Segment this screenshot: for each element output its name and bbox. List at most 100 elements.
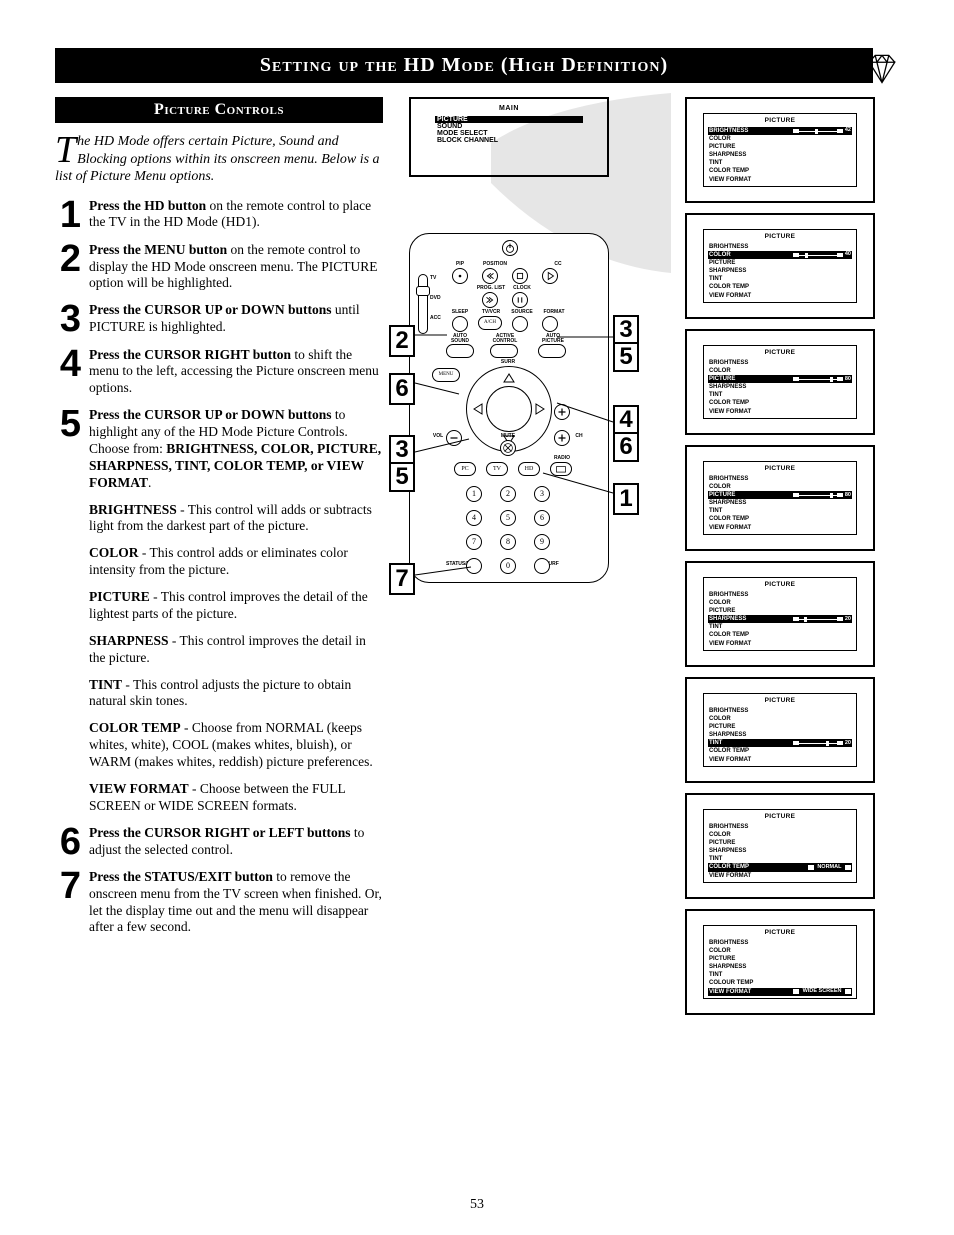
menu-row: BRIGHTNESS <box>708 243 852 251</box>
sleep-button[interactable] <box>452 316 468 332</box>
step-number: 2 <box>55 242 89 293</box>
menu-screen-7: PICTUREBRIGHTNESSCOLORPICTURESHARPNESSTI… <box>685 909 875 1015</box>
callout-6-right: 6 <box>613 432 639 462</box>
vol-down-button[interactable] <box>446 430 462 446</box>
play-button[interactable] <box>542 268 558 284</box>
description-picture: PICTURE - This control improves the deta… <box>89 589 383 623</box>
cursor-up-button[interactable] <box>496 366 522 386</box>
menu-row: TINT20 <box>708 739 852 747</box>
num-9-button[interactable]: 9 <box>534 534 550 550</box>
menu-row: PICTURE <box>708 723 852 731</box>
mute-label: MUTE <box>498 434 518 439</box>
dvd-src-label: DVD <box>430 296 444 301</box>
num-2-button[interactable]: 2 <box>500 486 516 502</box>
callout-3-left: 3 <box>389 435 415 465</box>
menu-row: VIEW FORMAT <box>708 292 852 300</box>
activecontrol-label: ACTIVE CONTROL <box>490 334 520 344</box>
mute-button[interactable] <box>500 440 516 456</box>
autosound-button[interactable] <box>446 344 474 358</box>
pc-button[interactable]: PC <box>454 462 476 476</box>
pip-button[interactable] <box>452 268 468 284</box>
step-7: 7 Press the STATUS/EXIT button to remove… <box>55 869 383 937</box>
step-number: 3 <box>55 302 89 336</box>
menu-screen-title: PICTURE <box>708 929 852 936</box>
pip-label: PIP <box>448 262 472 267</box>
activecontrol-button[interactable] <box>490 344 518 358</box>
radio-button[interactable] <box>550 462 572 476</box>
menu-row: BRIGHTNESS <box>708 475 852 483</box>
section-header: Picture Controls <box>55 97 383 123</box>
ff-button[interactable] <box>482 292 498 308</box>
ch-label: CH <box>572 434 586 439</box>
menu-row: VIEW FORMAT <box>708 640 852 648</box>
menu-row: COLOR <box>708 947 852 955</box>
source-button[interactable] <box>512 316 528 332</box>
step-text: Press the CURSOR UP or DOWN buttons unti… <box>89 302 383 336</box>
num-6-button[interactable]: 6 <box>534 510 550 526</box>
step-text: Press the CURSOR UP or DOWN buttons to h… <box>89 407 383 491</box>
power-button[interactable] <box>502 240 518 256</box>
menu-row: COLOR TEMP <box>708 515 852 523</box>
num-3-button[interactable]: 3 <box>534 486 550 502</box>
step-6: 6 Press the CURSOR RIGHT or LEFT buttons… <box>55 825 383 859</box>
menu-row: SHARPNESS <box>708 731 852 739</box>
callout-1: 1 <box>613 483 639 515</box>
autopicture-button[interactable] <box>538 344 566 358</box>
num-4-button[interactable]: 4 <box>466 510 482 526</box>
menu-screen-6: PICTUREBRIGHTNESSCOLORPICTURESHARPNESSTI… <box>685 793 875 899</box>
remote-control: PIP POSITION CC PROG. LIST CLOCK TV DVD … <box>409 233 609 583</box>
tv-button[interactable]: TV <box>486 462 508 476</box>
clock-label: CLOCK <box>510 286 534 291</box>
sleep-label: SLEEP <box>450 310 470 315</box>
main-menu-box: MAIN PICTURESOUNDMODE SELECTBLOCK CHANNE… <box>409 97 609 177</box>
rewind-button[interactable] <box>482 268 498 284</box>
main-menu-item: MODE SELECT <box>435 130 583 137</box>
cursor-right-button[interactable] <box>532 396 552 422</box>
num-8-button[interactable]: 8 <box>500 534 516 550</box>
status-exit-button[interactable] <box>466 558 482 574</box>
step-3: 3 Press the CURSOR UP or DOWN buttons un… <box>55 302 383 336</box>
num-0-button[interactable]: 0 <box>500 558 516 574</box>
menu-row: PICTURE80 <box>708 491 852 499</box>
callout-5-left: 5 <box>389 462 415 492</box>
stop-button[interactable] <box>512 268 528 284</box>
proglist-label: PROG. LIST <box>476 286 506 291</box>
autopicture-label: AUTO PICTURE <box>538 334 568 344</box>
menu-screen-1: PICTUREBRIGHTNESSCOLOR40PICTURESHARPNESS… <box>685 213 875 319</box>
description-sharpness: SHARPNESS - This control improves the de… <box>89 633 383 667</box>
device-slider[interactable] <box>418 274 428 334</box>
menu-row: TINT <box>708 275 852 283</box>
menu-row: COLOR TEMP <box>708 631 852 639</box>
cursor-left-button[interactable] <box>466 396 486 422</box>
menu-row: VIEW FORMAT <box>708 756 852 764</box>
num-7-button[interactable]: 7 <box>466 534 482 550</box>
surf-button[interactable] <box>534 558 550 574</box>
ch-up-button[interactable] <box>554 430 570 446</box>
hd-button[interactable]: HD <box>518 462 540 476</box>
menu-row: COLOUR TEMP <box>708 979 852 987</box>
num-5-button[interactable]: 5 <box>500 510 516 526</box>
num-1-button[interactable]: 1 <box>466 486 482 502</box>
pause-button[interactable] <box>512 292 528 308</box>
callout-5-right: 5 <box>613 342 639 372</box>
menu-row: TINT <box>708 159 852 167</box>
menu-screen-title: PICTURE <box>708 349 852 356</box>
menu-row: COLOR40 <box>708 251 852 259</box>
intro-paragraph: The HD Mode offers certain Picture, Soun… <box>55 133 383 186</box>
vol-up-button[interactable] <box>554 404 570 420</box>
menu-row: BRIGHTNESS <box>708 591 852 599</box>
step-number: 7 <box>55 869 89 937</box>
device-slider-knob[interactable] <box>416 286 430 296</box>
menu-row: TINT <box>708 971 852 979</box>
menu-screen-title: PICTURE <box>708 233 852 240</box>
menu-row: VIEW FORMAT WIDE SCREEN <box>708 988 852 996</box>
ach-button[interactable]: A/CH <box>478 316 502 330</box>
step-5: 5 Press the CURSOR UP or DOWN buttons to… <box>55 407 383 491</box>
menu-screen-3: PICTUREBRIGHTNESSCOLORPICTURE80SHARPNESS… <box>685 445 875 551</box>
menu-screen-title: PICTURE <box>708 117 852 124</box>
format-button[interactable] <box>542 316 558 332</box>
menu-row: COLOR TEMP <box>708 747 852 755</box>
tv-src-label: TV <box>430 276 444 281</box>
menu-button[interactable]: MENU <box>432 368 460 382</box>
menu-row: VIEW FORMAT <box>708 524 852 532</box>
